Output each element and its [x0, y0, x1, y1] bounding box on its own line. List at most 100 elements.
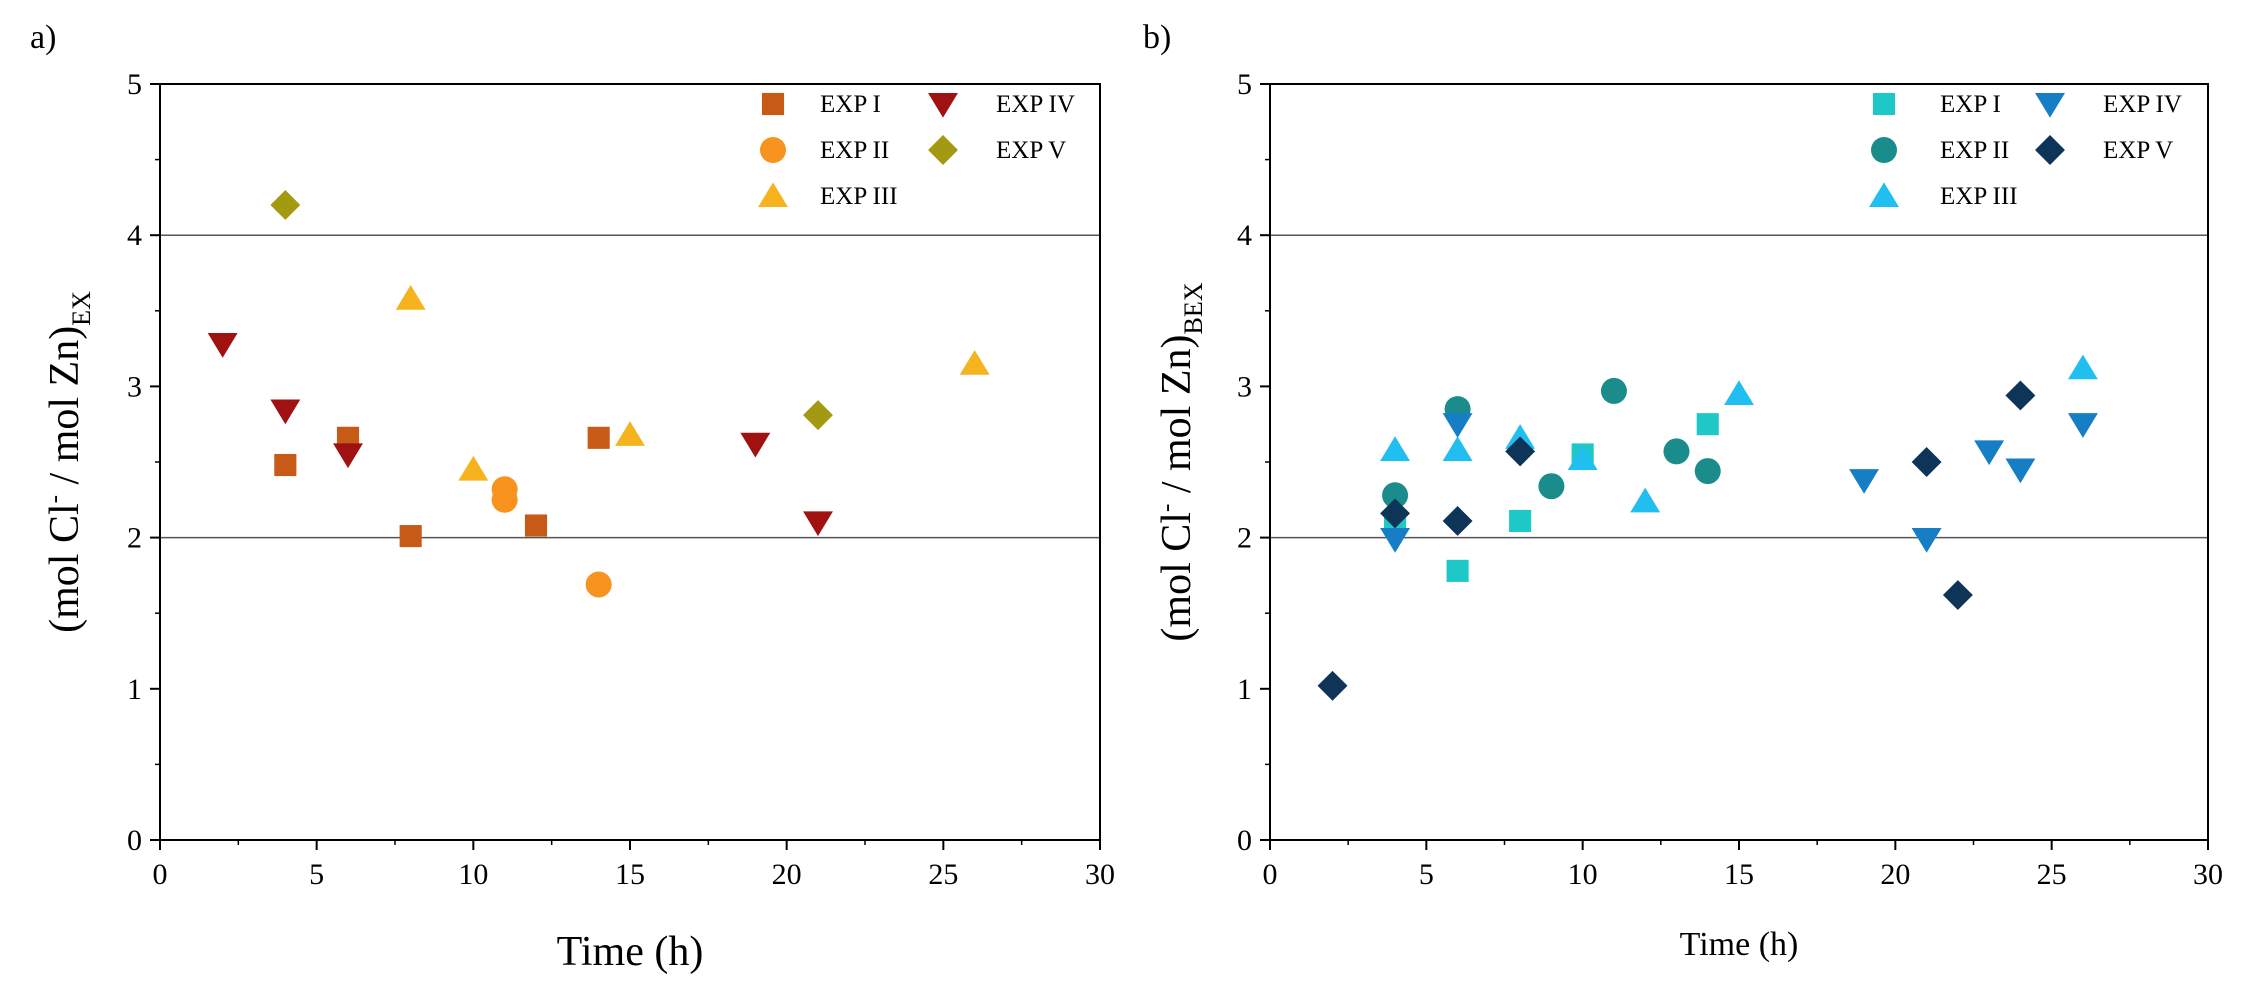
legend-label: EXP II [820, 137, 889, 164]
data-point [458, 455, 489, 481]
panel-label: b) [1143, 19, 1171, 56]
legend: EXP I EXP II EXP III EXP IV EXP V [1869, 91, 2182, 210]
data-point [1442, 436, 1473, 461]
y-tick-label: 4 [127, 219, 142, 252]
data-point [1724, 380, 1754, 406]
data-point [1509, 509, 1532, 533]
data-point [1911, 528, 1942, 553]
data-point [1696, 413, 1719, 436]
y-axis-label-rest: / mol Zn) [42, 326, 88, 495]
x-tick-label: 15 [615, 858, 645, 891]
data-point [1911, 447, 1942, 477]
y-axis-label-sup: - [41, 495, 68, 503]
legend-label: EXP I [820, 91, 881, 118]
series-exp-iv [1380, 413, 2098, 553]
data-point [207, 333, 238, 358]
data-point [274, 453, 297, 477]
data-point [803, 511, 833, 537]
data-point [803, 400, 833, 431]
y-axis-label: (mol Cl- / mol Zn)EX [41, 291, 96, 633]
x-tick-label: 25 [928, 858, 958, 891]
legend-item: EXP II [1871, 137, 2009, 164]
plot-frame [159, 83, 1101, 841]
series-exp-v [270, 190, 833, 431]
data-point [1442, 413, 1473, 438]
data-point [1942, 580, 1973, 611]
legend-item: EXP I [1872, 91, 2001, 118]
legend-marker [1871, 137, 1897, 163]
legend-label: EXP IV [996, 91, 1075, 118]
y-tick-label: 1 [127, 673, 142, 706]
legend-item: EXP IV [928, 91, 1075, 118]
data-point [1380, 436, 1411, 461]
y-tick-label: 0 [127, 824, 142, 857]
panel-b: b) 0 5 10 15 20 25 30 0 1 2 3 4 5 Time (h) (mol Cl- / m… [1143, 19, 2223, 963]
data-point [270, 399, 301, 425]
y-axis-label-rest: / mol Zn) [1154, 335, 1200, 504]
data-point [333, 443, 363, 469]
legend: EXP I EXP II EXP III EXP IV EXP V [758, 91, 1075, 210]
series-exp-ii [1382, 377, 1721, 509]
y-tick-label: 5 [127, 68, 142, 101]
legend-label: EXP III [1940, 183, 2018, 210]
data-point [336, 426, 360, 449]
x-tick-label: 15 [1724, 858, 1754, 891]
legend-item: EXP III [1869, 182, 2018, 210]
series-exp-iii [1380, 354, 2098, 513]
legend-marker [760, 137, 786, 163]
data-point [524, 514, 548, 537]
y-tick-label: 2 [1237, 522, 1252, 555]
data-point [1380, 528, 1411, 553]
y-axis-label-sup: - [1153, 504, 1180, 512]
data-point [1600, 377, 1627, 404]
legend-item: EXP I [761, 91, 881, 118]
x-axis-label: Time (h) [557, 929, 704, 975]
panel-label: a) [30, 19, 56, 56]
data-point [1317, 670, 1348, 701]
x-tick-label: 30 [2193, 858, 2223, 891]
data-point [395, 285, 426, 310]
legend-label: EXP V [2103, 137, 2173, 164]
y-axis-label-main: (mol Cl [42, 503, 88, 633]
data-point [615, 421, 645, 446]
data-point [1630, 487, 1661, 513]
legend-marker [761, 92, 785, 116]
data-point [1446, 559, 1469, 582]
data-point [2067, 413, 2098, 438]
legend-marker [1872, 92, 1896, 116]
data-point [1694, 458, 1721, 485]
series-exp-iii [395, 285, 990, 481]
series-exp-ii [491, 476, 612, 598]
x-tick-label: 30 [1085, 858, 1115, 891]
data-point [2005, 380, 2036, 411]
y-tick-label: 3 [127, 370, 142, 403]
series-exp-iv [207, 333, 833, 537]
x-tick-label: 0 [1263, 858, 1278, 891]
legend-marker [2035, 92, 2065, 118]
data-point [2067, 354, 2098, 380]
y-tick-label: 0 [1237, 824, 1252, 857]
legend-marker [1869, 182, 1899, 208]
legend-marker [928, 135, 958, 165]
x-tick-label: 20 [1880, 858, 1910, 891]
data-point [1442, 506, 1473, 536]
y-tick-label: 5 [1237, 68, 1252, 101]
legend-label: EXP II [1940, 137, 2009, 164]
x-axis-label: Time (h) [1680, 926, 1799, 963]
x-tick-label: 25 [2037, 858, 2067, 891]
x-tick-label: 5 [1419, 858, 1434, 891]
legend-label: EXP III [820, 183, 898, 210]
legend-item: EXP V [928, 135, 1066, 165]
y-tick-label: 2 [127, 522, 142, 555]
data-point [1538, 473, 1565, 500]
x-tick-label: 5 [309, 858, 324, 891]
legend-label: EXP IV [2103, 91, 2182, 118]
data-point [1663, 438, 1690, 465]
series-exp-v [1317, 380, 2036, 701]
data-point [1849, 469, 1880, 494]
data-point [585, 571, 612, 598]
data-point [740, 432, 771, 458]
data-point [1505, 436, 1536, 467]
y-axis-label: (mol Cl- / mol Zn)BEX [1153, 282, 1208, 641]
